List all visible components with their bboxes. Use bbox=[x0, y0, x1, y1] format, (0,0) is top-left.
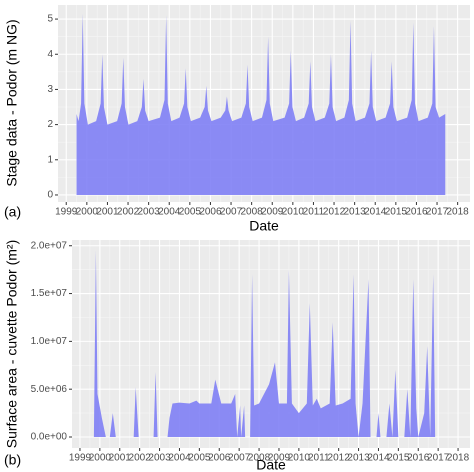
panel-tag: (a) bbox=[4, 204, 21, 220]
x-tick-label: 2012 bbox=[328, 453, 351, 464]
x-tick-label: 2001 bbox=[96, 207, 119, 218]
x-tick-label: 2015 bbox=[387, 453, 410, 464]
y-tick-label: 1.5e+07 bbox=[31, 288, 68, 299]
x-tick-label: 2017 bbox=[426, 207, 449, 218]
y-tick-label: 3 bbox=[47, 84, 53, 95]
x-tick-label: 2011 bbox=[303, 207, 325, 218]
x-axis-label: Date bbox=[256, 457, 286, 472]
x-tick-label: 2005 bbox=[188, 453, 211, 464]
x-tick-label: 1999 bbox=[55, 207, 78, 218]
panel-tag: (b) bbox=[4, 452, 21, 468]
x-tick-label: 2013 bbox=[344, 207, 367, 218]
x-tick-label: 2007 bbox=[220, 207, 243, 218]
x-tick-label: 2007 bbox=[228, 453, 251, 464]
x-tick-label: 2001 bbox=[109, 453, 132, 464]
x-tick-label: 2010 bbox=[282, 207, 305, 218]
x-tick-label: 2008 bbox=[241, 207, 264, 218]
x-tick-label: 2003 bbox=[138, 207, 161, 218]
x-tick-label: 2015 bbox=[385, 207, 408, 218]
x-tick-label: 2016 bbox=[405, 207, 428, 218]
y-tick-label: 2 bbox=[47, 119, 53, 130]
x-tick-label: 2018 bbox=[447, 207, 470, 218]
y-tick-label: 5 bbox=[47, 14, 53, 25]
area bbox=[93, 250, 436, 438]
x-tick-label: 2009 bbox=[268, 453, 291, 464]
y-tick-label: 2.0e+07 bbox=[31, 240, 68, 251]
x-tick-label: 2006 bbox=[199, 207, 222, 218]
y-tick-label: 5.0e+06 bbox=[31, 384, 68, 395]
x-tick-label: 2014 bbox=[364, 207, 387, 218]
x-tick-label: 1999 bbox=[69, 453, 92, 464]
x-tick-label: 2016 bbox=[407, 453, 430, 464]
x-axis-label: Date bbox=[249, 218, 279, 234]
y-tick-label: 1 bbox=[47, 154, 53, 165]
x-tick-label: 2002 bbox=[129, 453, 152, 464]
x-tick-label: 2006 bbox=[208, 453, 231, 464]
x-tick-label: 2003 bbox=[148, 453, 171, 464]
x-tick-label: 2008 bbox=[248, 453, 271, 464]
x-tick-label: 2018 bbox=[447, 453, 470, 464]
x-tick-label: 2005 bbox=[179, 207, 202, 218]
x-tick-label: 2000 bbox=[76, 207, 99, 218]
y-tick-label: 0 bbox=[47, 190, 53, 201]
x-tick-label: 2012 bbox=[323, 207, 346, 218]
y-axis-label: Surface area - cuvette Podor (m²) bbox=[4, 240, 20, 449]
x-tick-label: 2000 bbox=[89, 453, 112, 464]
x-tick-label: 2009 bbox=[261, 207, 284, 218]
x-tick-label: 2004 bbox=[158, 207, 181, 218]
area bbox=[76, 13, 446, 195]
y-axis-label: Stage data - Podor (m NG) bbox=[4, 19, 20, 186]
x-tick-label: 2014 bbox=[367, 453, 390, 464]
x-tick-label: 2010 bbox=[288, 453, 311, 464]
x-tick-label: 2004 bbox=[168, 453, 191, 464]
y-tick-label: 4 bbox=[47, 49, 53, 60]
y-tick-label: 1.0e+07 bbox=[31, 336, 68, 347]
x-tick-label: 2011 bbox=[308, 453, 330, 464]
x-tick-label: 2017 bbox=[427, 453, 450, 464]
x-tick-label: 2002 bbox=[117, 207, 140, 218]
x-tick-label: 2013 bbox=[347, 453, 370, 464]
y-tick-label: 0.0e+00 bbox=[31, 432, 68, 443]
